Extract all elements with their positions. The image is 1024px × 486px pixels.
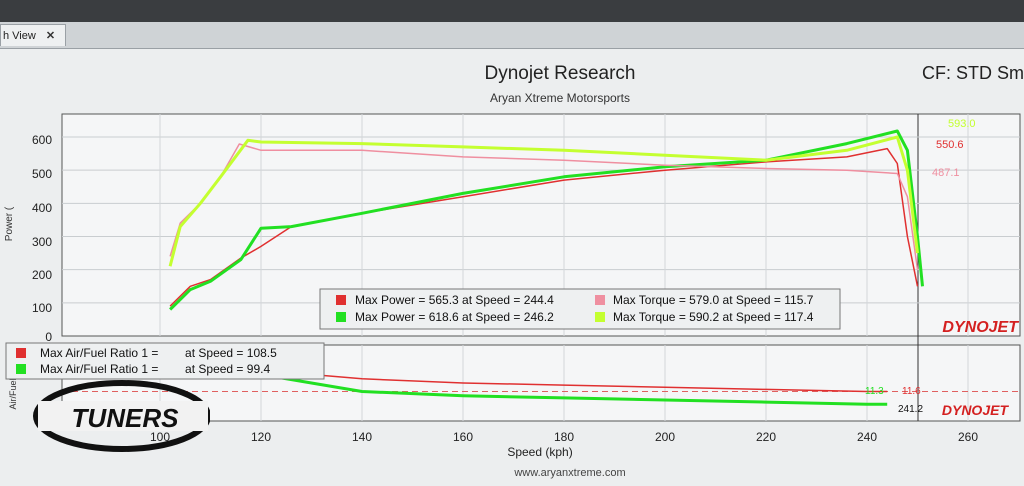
dyno-report: Dynojet Research Aryan Xtreme Motorsport… bbox=[0, 49, 1024, 486]
chart-subtitle: Aryan Xtreme Motorsports bbox=[489, 91, 631, 105]
correction-factor: CF: STD Sm bbox=[922, 63, 1024, 83]
tuners-logo: TUNERS bbox=[30, 379, 211, 453]
dynojet-watermark: DYNOJET bbox=[942, 402, 1010, 418]
afr-annotation: 11.6 bbox=[902, 386, 921, 397]
legend-entry: Max Air/Fuel Ratio 1 = at Speed = 99.4 bbox=[40, 362, 270, 376]
legend-box bbox=[319, 288, 841, 330]
legend-box bbox=[5, 342, 325, 380]
x-axis-label: Speed (kph) bbox=[507, 445, 572, 459]
x-tick-label: 180 bbox=[554, 430, 574, 444]
x-tick-label: 120 bbox=[251, 430, 271, 444]
power-y-ticks: 600 500 400 300 200 100 0 bbox=[32, 133, 52, 344]
peak-annotation: 593.0 bbox=[948, 118, 976, 130]
footer-url: www.aryanxtreme.com bbox=[514, 467, 626, 479]
peak-annotation: 550.6 bbox=[936, 139, 964, 151]
legend-entry: Max Torque = 590.2 at Speed = 117.4 bbox=[613, 310, 814, 324]
y-tick-label: 400 bbox=[32, 201, 52, 215]
power-legend: Max Power = 565.3 at Speed = 244.4 Max P… bbox=[319, 288, 841, 330]
tab-label: h View bbox=[3, 29, 36, 42]
dynojet-watermark: DYNOJET bbox=[942, 319, 1019, 336]
legend-swatch bbox=[16, 364, 26, 374]
y-tick-label: 0 bbox=[45, 330, 52, 344]
x-tick-label: 100 bbox=[150, 430, 170, 444]
legend-swatch bbox=[16, 348, 26, 358]
y-tick-label: 100 bbox=[32, 301, 52, 315]
power-y-axis-label: Power ( bbox=[4, 206, 15, 241]
y-tick-label: 300 bbox=[32, 235, 52, 249]
legend-entry: Max Power = 565.3 at Speed = 244.4 bbox=[355, 293, 554, 307]
legend-entry: Max Torque = 579.0 at Speed = 115.7 bbox=[613, 293, 814, 307]
x-tick-label: 200 bbox=[655, 430, 675, 444]
cursor-speed-label: 241.2 bbox=[898, 404, 923, 415]
speed-x-ticks: 100 120 140 160 180 200 220 240 260 bbox=[150, 430, 978, 444]
series-line bbox=[169, 129, 924, 311]
x-tick-label: 260 bbox=[958, 430, 978, 444]
x-tick-label: 160 bbox=[453, 430, 473, 444]
y-tick-label: 200 bbox=[32, 268, 52, 282]
chart-title: Dynojet Research bbox=[484, 63, 636, 84]
power-series bbox=[168, 129, 924, 311]
legend-swatch bbox=[336, 312, 346, 322]
legend-entry: Max Power = 618.6 at Speed = 246.2 bbox=[355, 310, 554, 324]
dyno-chart: 600 500 400 300 200 100 0 Power ( Air/Fu… bbox=[4, 113, 1021, 459]
tab-bar: h View ✕ bbox=[0, 22, 1024, 49]
legend-swatch bbox=[595, 295, 605, 305]
afr-annotation: 11.3 bbox=[865, 386, 884, 397]
x-tick-label: 220 bbox=[756, 430, 776, 444]
legend-entry: Max Air/Fuel Ratio 1 = at Speed = 108.5 bbox=[40, 346, 277, 360]
close-icon[interactable]: ✕ bbox=[45, 30, 56, 42]
y-tick-label: 500 bbox=[32, 167, 52, 181]
monitor-bezel bbox=[0, 0, 1024, 22]
legend-swatch bbox=[595, 312, 605, 322]
x-tick-label: 240 bbox=[857, 430, 877, 444]
afr-y-axis-label: Air/Fuel bbox=[8, 378, 18, 409]
y-tick-label: 600 bbox=[32, 133, 52, 147]
series-line bbox=[168, 135, 919, 267]
logo-text: TUNERS bbox=[72, 403, 180, 433]
afr-legend: Max Air/Fuel Ratio 1 = at Speed = 108.5 … bbox=[5, 342, 325, 380]
legend-swatch bbox=[336, 295, 346, 305]
tab-view[interactable]: h View ✕ bbox=[0, 24, 66, 46]
x-tick-label: 140 bbox=[352, 430, 372, 444]
peak-annotation: 487.1 bbox=[932, 167, 960, 179]
